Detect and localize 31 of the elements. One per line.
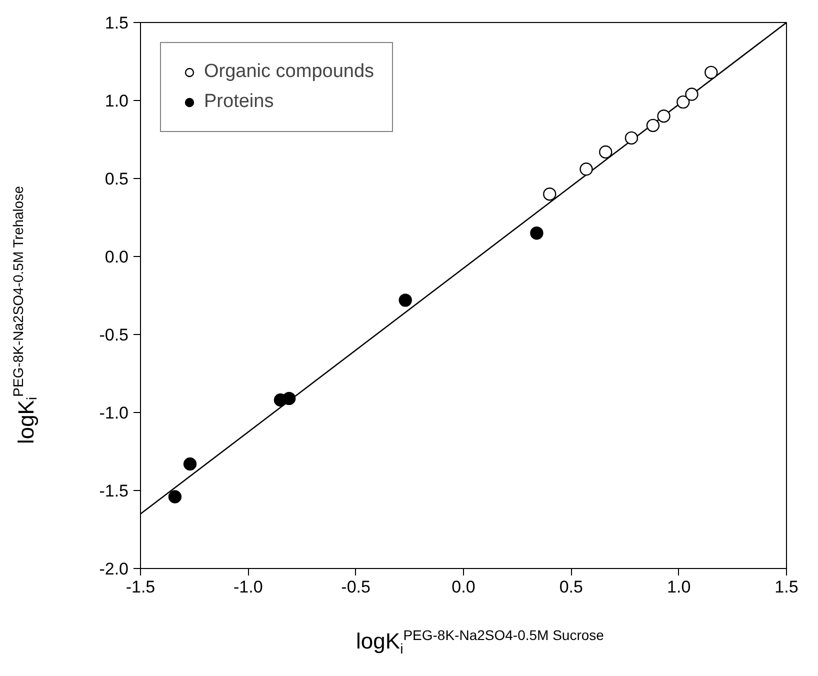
x-tick-label: -1.0 xyxy=(234,578,263,596)
y-tick-label: -2.0 xyxy=(99,560,129,578)
point xyxy=(398,294,412,307)
point xyxy=(646,118,660,132)
point xyxy=(183,457,197,471)
y-tick-label: 1.5 xyxy=(104,14,129,32)
legend-label: Organic compounds xyxy=(204,61,374,83)
point xyxy=(599,145,612,159)
x-tick-label: 0.0 xyxy=(452,578,476,596)
point xyxy=(282,392,296,406)
x-tick-label: 1.0 xyxy=(667,578,691,596)
point xyxy=(530,226,544,240)
point xyxy=(543,188,556,201)
y-tick-label: 0.0 xyxy=(104,248,129,266)
point xyxy=(704,66,718,80)
x-tick-label: 0.5 xyxy=(559,578,583,596)
y-tick-label: 1.0 xyxy=(104,92,129,110)
x-tick-label: -0.5 xyxy=(341,578,370,596)
y-tick-label: -1.0 xyxy=(99,404,129,422)
point xyxy=(657,110,670,123)
y-tick-label: 0.5 xyxy=(104,170,129,188)
y-tick-label: -0.5 xyxy=(99,326,129,344)
point xyxy=(676,95,690,109)
x-tick-label: 1.5 xyxy=(774,578,798,596)
point xyxy=(624,131,638,145)
point xyxy=(580,162,593,176)
legend-label: Proteins xyxy=(204,91,274,113)
x-tick-label: -1.5 xyxy=(126,578,156,596)
point xyxy=(685,88,698,101)
point xyxy=(168,490,182,504)
y-tick-label: -1.5 xyxy=(99,482,129,500)
